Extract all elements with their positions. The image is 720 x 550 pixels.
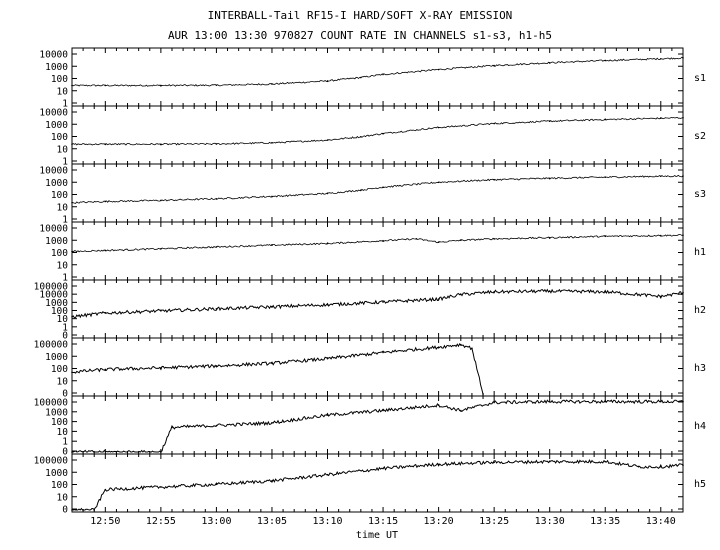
series-label: s1 xyxy=(694,73,706,84)
series-line xyxy=(71,174,684,204)
x-axis-label: time UT xyxy=(356,530,398,541)
y-tick-label: 1 xyxy=(62,322,68,333)
y-tick-label: 10 xyxy=(57,144,69,155)
y-tick-label: 100000 xyxy=(34,398,69,409)
x-tick-label: 13:30 xyxy=(535,516,565,527)
chart-title: INTERBALL-Tail RF15-I HARD/SOFT X-RAY EM… xyxy=(208,9,513,22)
y-tick-label: 10000 xyxy=(39,166,68,177)
y-tick-label: 100 xyxy=(51,306,68,317)
y-tick-label: 0 xyxy=(62,331,68,342)
y-tick-label: 0 xyxy=(62,447,68,458)
y-tick-label: 1 xyxy=(62,273,68,284)
y-tick-label: 10000 xyxy=(39,108,68,119)
y-tick-label: 0 xyxy=(62,505,68,516)
data-point xyxy=(382,301,384,303)
x-tick-label: 13:10 xyxy=(312,516,342,527)
panel-frame xyxy=(71,279,684,339)
series-label: h4 xyxy=(694,421,706,432)
x-tick-label: 13:35 xyxy=(590,516,620,527)
series-label: h5 xyxy=(694,479,706,490)
y-tick-label: 100000 xyxy=(34,340,69,351)
y-tick-label: 10 xyxy=(57,314,69,325)
y-tick-label: 10000 xyxy=(39,50,68,61)
y-tick-label: 10 xyxy=(57,202,69,213)
y-tick-label: 10 xyxy=(57,86,69,97)
series-line xyxy=(71,116,684,146)
chart-subtitle: AUR 13:00 13:30 970827 COUNT RATE IN CHA… xyxy=(168,29,552,42)
y-tick-label: 100000 xyxy=(34,282,69,293)
y-tick-label: 1 xyxy=(62,437,68,448)
panels-group: 100001000100101s1100001000100101s2100001… xyxy=(34,47,706,516)
y-tick-label: 1000 xyxy=(45,236,68,247)
y-tick-label: 1000 xyxy=(45,62,68,73)
y-tick-label: 100 xyxy=(51,190,68,201)
y-tick-label: 1000 xyxy=(45,352,68,363)
x-tick-label: 13:20 xyxy=(424,516,454,527)
series-line xyxy=(71,288,684,319)
y-tick-label: 10 xyxy=(57,492,69,503)
series-line xyxy=(71,459,684,511)
y-tick-label: 1000 xyxy=(45,178,68,189)
series-line xyxy=(71,56,684,87)
x-tick-label: 13:05 xyxy=(257,516,287,527)
y-tick-label: 100 xyxy=(51,417,68,428)
series-label: h1 xyxy=(694,247,706,258)
y-tick-label: 10 xyxy=(57,376,69,387)
panel-frame xyxy=(71,105,684,165)
y-tick-label: 1000 xyxy=(45,468,68,479)
series-label: s3 xyxy=(694,189,706,200)
y-tick-label: 10 xyxy=(57,260,69,271)
y-tick-label: 100 xyxy=(51,132,68,143)
y-tick-label: 10000 xyxy=(39,290,68,301)
series-line xyxy=(71,234,684,253)
y-tick-label: 100 xyxy=(51,248,68,259)
x-tick-label: 13:00 xyxy=(201,516,231,527)
y-tick-label: 10 xyxy=(57,427,69,438)
panel-frame xyxy=(71,221,684,281)
series-line xyxy=(72,342,484,395)
panel-frame xyxy=(71,163,684,223)
y-tick-label: 1000 xyxy=(45,120,68,131)
y-tick-label: 100 xyxy=(51,480,68,491)
x-tick-label: 13:25 xyxy=(479,516,509,527)
x-tick-label: 12:55 xyxy=(146,516,176,527)
y-tick-label: 10000 xyxy=(39,224,68,235)
y-tick-label: 100 xyxy=(51,74,68,85)
y-tick-label: 100 xyxy=(51,364,68,375)
x-axis: 12:50 12:55 13:00 13:05 13:10 13:15 13:20 13:25… xyxy=(90,516,676,527)
y-tick-label: 1 xyxy=(62,99,68,110)
x-tick-label: 12:50 xyxy=(90,516,120,527)
panel-frame xyxy=(71,453,684,513)
series-line xyxy=(72,399,684,453)
y-tick-label: 1000 xyxy=(45,298,68,309)
panel-frame xyxy=(71,47,684,107)
x-tick-label: 13:40 xyxy=(646,516,676,527)
data-point xyxy=(382,351,384,354)
y-tick-label: 0 xyxy=(62,389,68,400)
y-tick-label: 100000 xyxy=(34,456,69,467)
series-label: h3 xyxy=(694,363,706,374)
series-label: h2 xyxy=(694,305,706,316)
y-tick-label: 1 xyxy=(62,215,68,226)
series-label: s2 xyxy=(694,131,706,142)
y-tick-label: 1 xyxy=(62,157,68,168)
y-tick-label: 1000 xyxy=(45,407,68,418)
x-tick-label: 13:15 xyxy=(368,516,398,527)
